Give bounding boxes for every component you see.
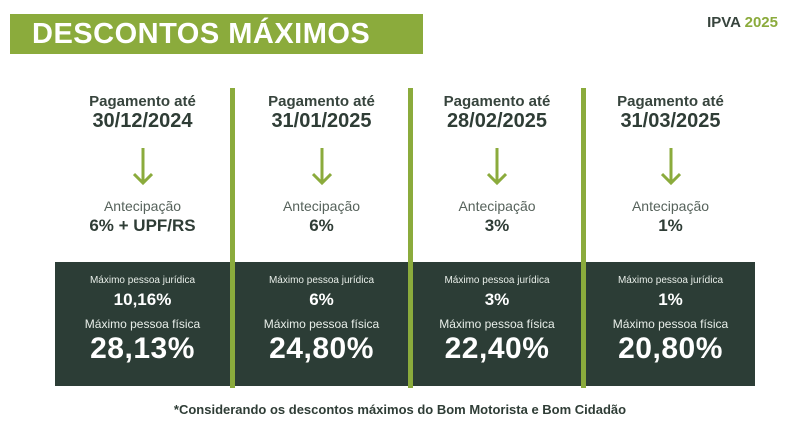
arrow-down-icon [132,148,153,186]
pf-label: Máximo pessoa física [439,317,555,331]
pj-label: Máximo pessoa jurídica [617,275,724,286]
footnote: *Considerando os descontos máximos do Bo… [173,402,627,417]
page-title: DESCONTOS MÁXIMOS [32,18,371,50]
column-divider [581,88,586,388]
payment-column-4: Pagamento até 31/03/2025 Antecipação 1% … [586,93,755,383]
pj-label: Máximo pessoa jurídica [89,275,196,286]
pj-label: Máximo pessoa jurídica [444,275,550,286]
anticipation-value: 6% [309,216,334,235]
pj-value: 10,16% [113,290,172,309]
anticipation-label: Antecipação [458,198,536,214]
payment-date: 31/01/2025 [271,110,372,132]
tag-year: 2025 [744,14,778,31]
payment-head: Pagamento até [617,93,724,110]
payment-head: Pagamento até [89,93,196,110]
ipva-tag: IPVA 2025 [707,14,778,31]
column-divider [408,88,413,388]
payment-column-1: Pagamento até 30/12/2024 Antecipação 6% … [55,93,230,383]
tag-prefix: IPVA [707,14,741,31]
column-divider [230,88,235,388]
payment-date: 28/02/2025 [446,110,548,132]
pf-label: Máximo pessoa física [263,317,380,331]
anticipation-value: 1% [658,216,683,235]
payment-date: 31/03/2025 [620,110,721,132]
pj-value: 6% [309,290,334,309]
pf-value: 22,40% [444,332,550,365]
pf-value: 28,13% [90,332,195,365]
discount-band [55,262,755,386]
arrow-down-icon [311,148,332,186]
pj-label: Máximo pessoa jurídica [268,275,375,286]
pj-value: 1% [658,290,683,309]
anticipation-label: Antecipação [631,198,710,214]
pf-label: Máximo pessoa física [84,317,201,331]
pf-value: 24,80% [269,332,374,365]
payment-column-3: Pagamento até 28/02/2025 Antecipação 3% … [413,93,581,383]
anticipation-label: Antecipação [103,198,182,214]
payment-head: Pagamento até [268,93,375,110]
title-banner: DESCONTOS MÁXIMOS [10,14,423,54]
anticipation-value: 6% + UPF/RS [89,216,196,235]
payment-column-2: Pagamento até 31/01/2025 Antecipação 6% … [235,93,408,383]
pj-value: 3% [484,290,510,309]
anticipation-value: 3% [484,216,510,235]
payment-head: Pagamento até [443,93,551,110]
arrow-down-icon [660,148,681,186]
pf-value: 20,80% [618,332,723,365]
anticipation-label: Antecipação [282,198,361,214]
arrow-down-icon [487,148,507,186]
pf-label: Máximo pessoa física [612,317,729,331]
payment-date: 30/12/2024 [92,110,193,132]
